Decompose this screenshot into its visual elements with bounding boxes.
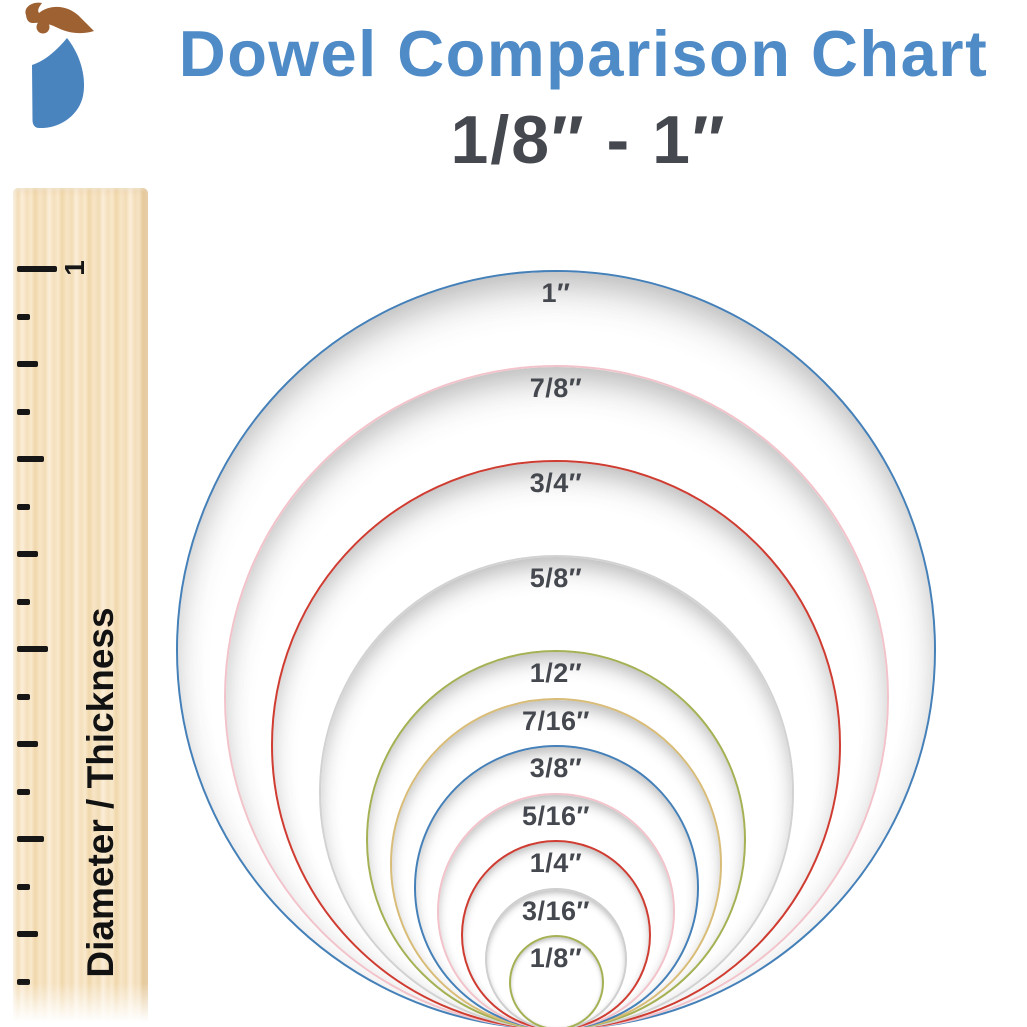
- page-title: Dowel Comparison Chart: [178, 17, 989, 90]
- dowel-label-7-16in: 7/16″: [522, 705, 590, 736]
- ruler-tick-7-8: [17, 361, 38, 367]
- page-subtitle: 1/8″ - 1″: [450, 102, 727, 178]
- ruler-tick-11-16: [17, 503, 30, 510]
- dowel-label-3-16in: 3/16″: [522, 895, 590, 926]
- dowel-label-5-8in: 5/8″: [529, 563, 583, 593]
- ruler-tick-7-16: [17, 693, 30, 700]
- dowel-label-1-8in: 1/8″: [529, 943, 583, 973]
- dowel-label-1-2in: 1/2″: [529, 658, 583, 688]
- ruler-tick-1-8: [17, 931, 38, 937]
- ruler-tick-15-16: [17, 313, 30, 320]
- ruler-tick-13-16: [17, 408, 30, 415]
- woodpecker-crest-icon: [25, 2, 94, 34]
- ruler-tick-1-4: [17, 836, 44, 842]
- dowel-label-1in: 1″: [541, 278, 571, 308]
- dowel-circle-1-8in: [508, 935, 604, 1027]
- ruler-tick-1: [17, 266, 57, 272]
- ruler-tick-3-16: [17, 883, 30, 890]
- dowel-label-3-8in: 3/8″: [529, 753, 583, 783]
- dowel-label-5-16in: 5/16″: [522, 800, 590, 831]
- ruler: 1 Diameter / Thickness: [13, 188, 148, 1027]
- ruler-tick-9-16: [17, 598, 30, 605]
- woodpecker-body-icon: [32, 38, 85, 129]
- ruler-tick-1-16: [17, 978, 30, 985]
- ruler-tick-1-2: [17, 646, 48, 652]
- ruler-tick-3-8: [17, 741, 38, 747]
- dowel-label-3-4in: 3/4″: [529, 468, 583, 498]
- ruler-tick-5-16: [17, 788, 30, 795]
- dowel-label-7-8in: 7/8″: [529, 373, 583, 403]
- woodpecker-logo: [25, 2, 94, 129]
- ruler-tick-5-8: [17, 551, 38, 557]
- ruler-bottom-fade: [13, 983, 148, 1027]
- woodpecker-eye-icon: [36, 20, 50, 34]
- ruler-tick-3-4: [17, 456, 44, 462]
- dowel-label-1-4in: 1/4″: [529, 848, 583, 878]
